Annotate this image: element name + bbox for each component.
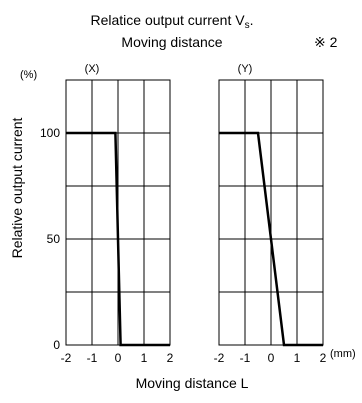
- title-subscript: s: [245, 20, 250, 31]
- chart-panel-2: (Y) -2 -1 0 1 2: [214, 63, 327, 365]
- plot-frame: [218, 79, 324, 346]
- chart-title-line1: Relatice output current Vs.: [91, 12, 254, 31]
- chart-panels: (X) -2 -1 0 1 2 0 50 100 (Y) -2 -1 0 1 2: [40, 63, 327, 365]
- panel-label: (Y): [238, 63, 253, 75]
- chart-panel-1: (X) -2 -1 0 1 2 0 50 100: [40, 63, 174, 365]
- panel-label: (X): [85, 63, 100, 75]
- x-tick-label: -1: [87, 351, 98, 365]
- plot-frame: [65, 79, 171, 346]
- y-tick-label: 100: [40, 126, 60, 140]
- x-tick-label: 1: [294, 351, 301, 365]
- x-axis-title: Moving distance L: [136, 375, 249, 391]
- x-tick-label: 0: [268, 351, 275, 365]
- note-mark: ※ 2: [314, 34, 338, 50]
- y-tick-label: 50: [47, 232, 61, 246]
- title-suffix: .: [250, 12, 254, 28]
- series-line: [219, 131, 323, 347]
- chart-title-line2: Moving distance: [121, 34, 222, 50]
- x-tick-label: 1: [141, 351, 148, 365]
- y-tick-label: 0: [53, 338, 60, 352]
- x-tick-label: 0: [115, 351, 122, 365]
- x-tick-label: -2: [61, 351, 72, 365]
- series-line: [66, 131, 170, 347]
- x-tick-label: 2: [320, 351, 327, 365]
- y-axis-title: Relative output current: [9, 117, 25, 258]
- x-tick-label: -1: [240, 351, 251, 365]
- x-unit-label: (mm): [330, 348, 356, 360]
- x-tick-label: 2: [167, 351, 174, 365]
- y-unit-label: (%): [20, 69, 37, 81]
- x-tick-label: -2: [214, 351, 225, 365]
